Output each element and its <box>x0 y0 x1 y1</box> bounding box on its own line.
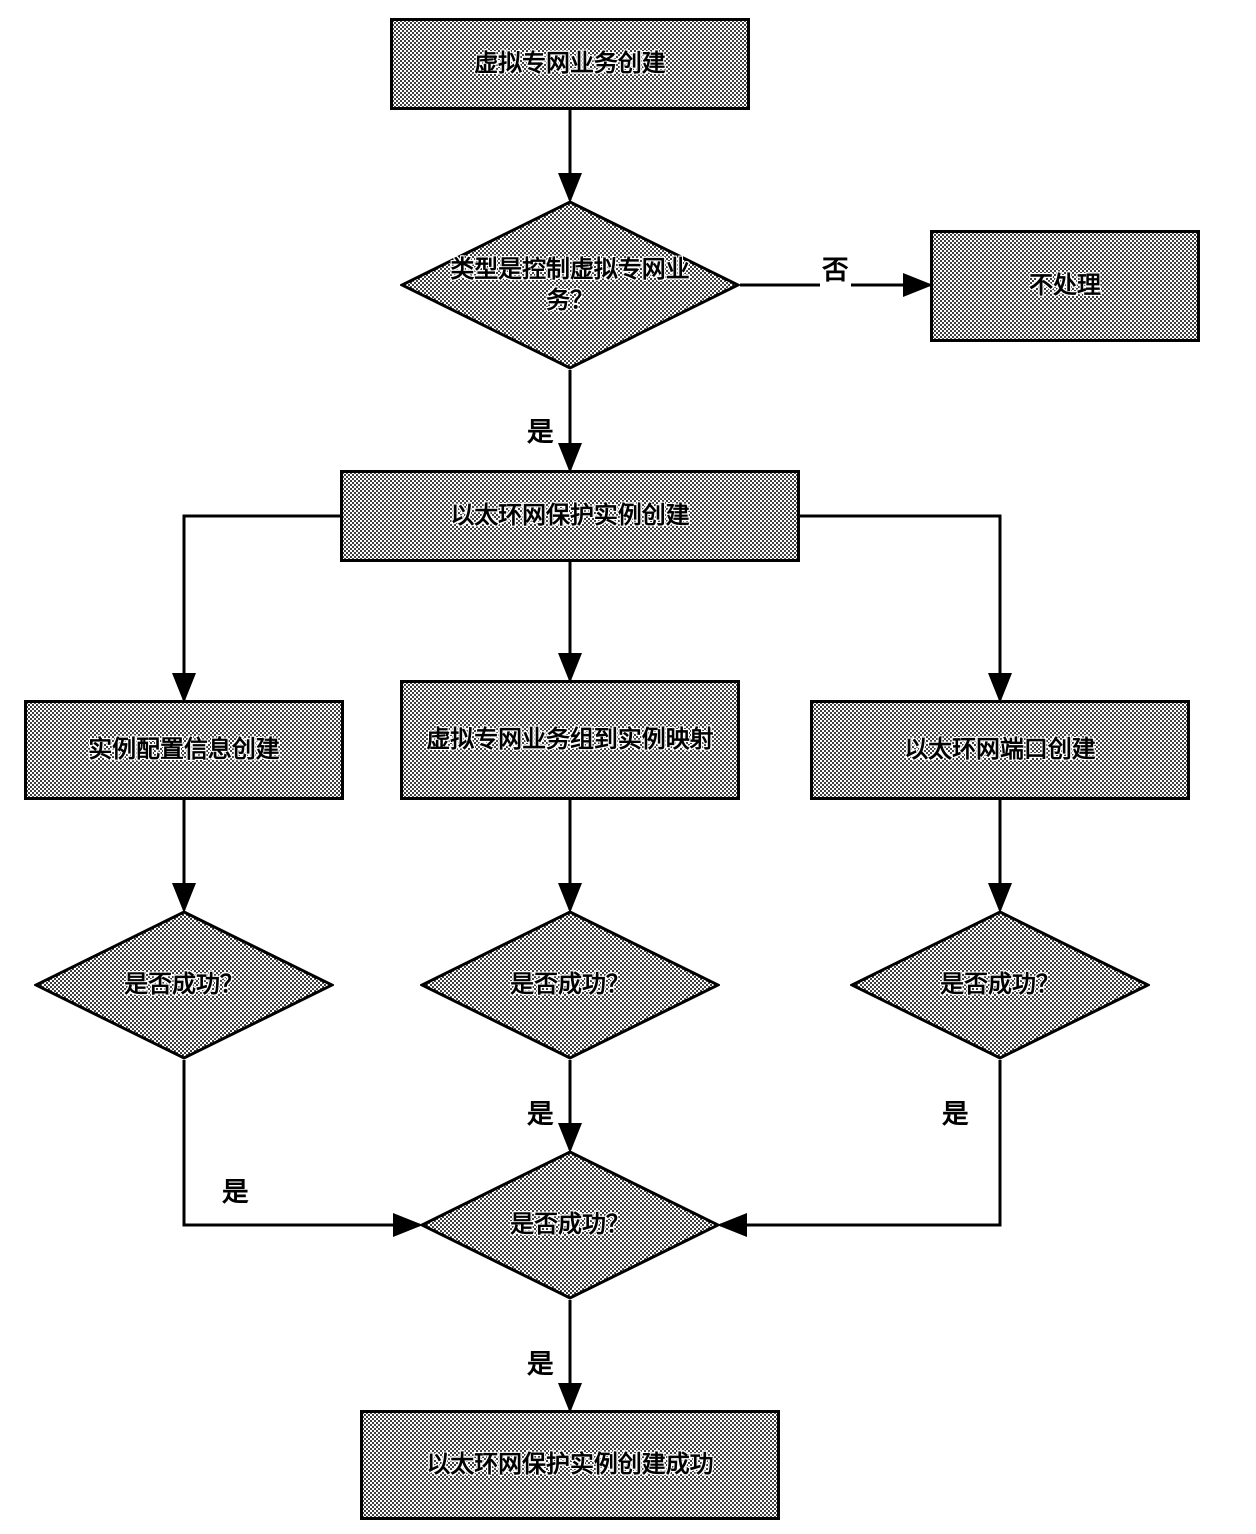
node-label: 实例配置信息创建 <box>88 733 280 767</box>
node-label: 类型是控制虚拟专网业务？ <box>400 200 740 370</box>
node-n7: 以太环网端口创建 <box>810 700 1190 800</box>
node-n11: 是否成功？ <box>420 1150 720 1300</box>
edge-label-e9: 是 <box>220 1170 251 1209</box>
edge-label-e8: 是 <box>525 1092 556 1131</box>
node-label: 是否成功？ <box>420 1150 720 1300</box>
node-n8: 是否成功？ <box>34 910 334 1060</box>
node-n2: 类型是控制虚拟专网业务？ <box>400 200 740 370</box>
node-n12: 以太环网保护实例创建成功 <box>360 1410 780 1520</box>
node-n5: 实例配置信息创建 <box>24 700 344 800</box>
node-n1: 虚拟专网业务创建 <box>390 18 750 110</box>
node-label: 虚拟专网业务组到实例映射 <box>426 723 713 757</box>
node-label: 是否成功？ <box>34 910 334 1060</box>
node-n3: 不处理 <box>930 230 1200 342</box>
node-label: 以太环网端口创建 <box>904 733 1096 767</box>
edge-label-e11: 是 <box>525 1342 556 1381</box>
node-label: 以太环网保护实例创建 <box>450 499 689 533</box>
node-n10: 是否成功？ <box>850 910 1150 1060</box>
node-label: 是否成功？ <box>850 910 1150 1060</box>
node-n9: 是否成功？ <box>420 910 720 1060</box>
node-n6: 虚拟专网业务组到实例映射 <box>400 680 740 800</box>
edge-label-e2: 否 <box>820 248 851 287</box>
node-label: 不处理 <box>1029 269 1101 303</box>
edge-label-e3: 是 <box>525 410 556 449</box>
node-label: 是否成功？ <box>420 910 720 1060</box>
edge-e4c <box>800 516 1000 700</box>
node-n4: 以太环网保护实例创建 <box>340 470 800 562</box>
node-label: 以太环网保护实例创建成功 <box>426 1448 713 1482</box>
edge-label-e10: 是 <box>940 1092 971 1131</box>
edge-e10 <box>720 1060 1000 1225</box>
node-label: 虚拟专网业务创建 <box>474 47 666 81</box>
edge-e4a <box>184 516 340 700</box>
